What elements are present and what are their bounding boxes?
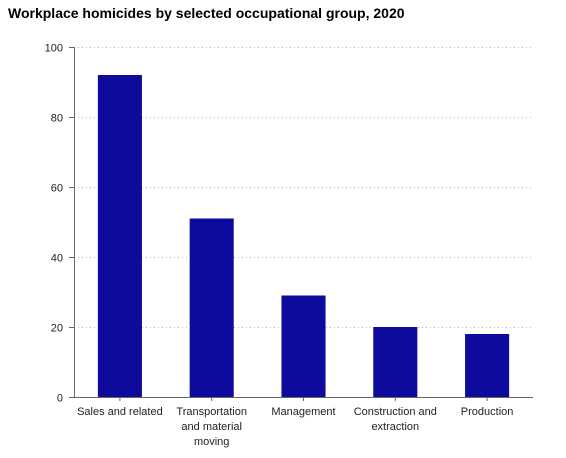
x-category-label: moving [194,436,229,448]
x-category-label: Management [271,406,335,418]
bar-1 [189,218,234,397]
x-category-label: Sales and related [77,406,163,418]
y-tick-label: 40 [51,253,63,265]
x-category-label: Production [461,406,514,418]
chart-title: Workplace homicides by selected occupati… [8,5,405,21]
bar-4 [465,334,510,397]
bar-2 [281,295,326,397]
y-tick-label: 60 [51,183,63,195]
y-tick-label: 100 [45,43,63,55]
x-category-label: Transportation [176,406,247,418]
bar-3 [373,327,418,397]
x-category-label: extraction [371,421,419,433]
y-tick-label: 0 [57,393,63,405]
bar-0 [97,75,142,397]
y-tick-label: 20 [51,323,63,335]
x-category-label: and material [181,421,242,433]
x-category-label: Construction and [354,406,437,418]
y-tick-label: 80 [51,113,63,125]
